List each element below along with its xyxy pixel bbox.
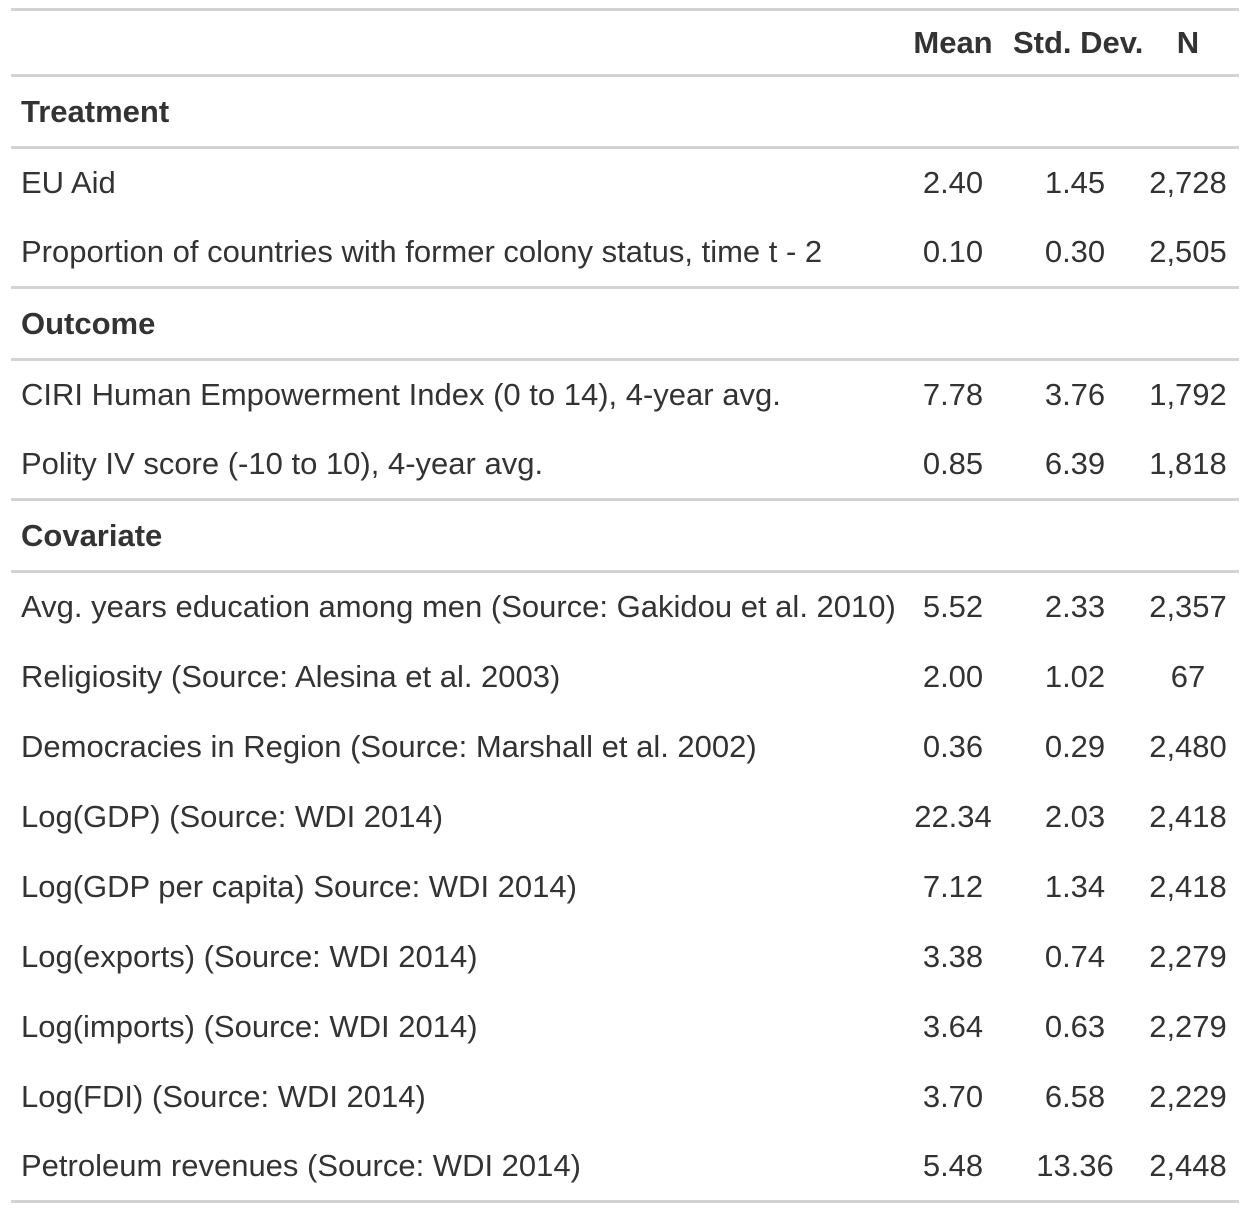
table-row: Polity IV score (-10 to 10), 4-year avg.… <box>11 430 1239 500</box>
row-label: Democracies in Region (Source: Marshall … <box>21 728 757 764</box>
row-mean: 5.48 <box>922 1147 984 1183</box>
row-std-dev: 2.03 <box>1044 798 1106 834</box>
row-n: 2,418 <box>1149 798 1227 834</box>
table-row: Log(FDI) (Source: WDI 2014) 3.70 6.58 2,… <box>11 1062 1239 1132</box>
header-n: N <box>1176 24 1200 60</box>
row-label: Petroleum revenues (Source: WDI 2014) <box>21 1147 581 1183</box>
row-label: Proportion of countries with former colo… <box>21 233 823 269</box>
group-row-treatment: Treatment <box>11 76 1239 148</box>
header-row: Mean Std. Dev. N <box>11 9 1239 76</box>
row-mean: 2.40 <box>922 165 984 201</box>
row-label: EU Aid <box>21 165 116 201</box>
row-std-dev: 6.58 <box>1044 1078 1106 1114</box>
row-mean: 3.38 <box>922 938 984 974</box>
row-mean: 7.12 <box>922 868 984 904</box>
row-n: 67 <box>1170 658 1206 694</box>
table-row: EU Aid 2.40 1.45 2,728 <box>11 148 1239 218</box>
row-n: 1,818 <box>1149 445 1227 481</box>
row-mean: 0.85 <box>922 445 984 481</box>
group-row-outcome: Outcome <box>11 288 1239 360</box>
row-label: Log(FDI) (Source: WDI 2014) <box>21 1078 426 1114</box>
group-title: Outcome <box>21 305 156 341</box>
row-label: Log(exports) (Source: WDI 2014) <box>21 938 478 974</box>
row-label: Log(GDP) (Source: WDI 2014) <box>21 798 444 834</box>
row-std-dev: 1.02 <box>1044 658 1106 694</box>
table-header: Mean Std. Dev. N <box>11 9 1239 76</box>
table-row: Log(GDP) (Source: WDI 2014) 22.34 2.03 2… <box>11 782 1239 852</box>
row-label: CIRI Human Empowerment Index (0 to 14), … <box>21 377 781 413</box>
row-mean: 22.34 <box>914 798 992 834</box>
table-row: Democracies in Region (Source: Marshall … <box>11 712 1239 782</box>
row-mean: 5.52 <box>922 589 984 625</box>
row-mean: 3.64 <box>922 1008 984 1044</box>
row-label: Religiosity (Source: Alesina et al. 2003… <box>21 658 561 694</box>
row-std-dev: 1.45 <box>1044 165 1106 201</box>
table-row: Log(exports) (Source: WDI 2014) 3.38 0.7… <box>11 922 1239 992</box>
group-title: Covariate <box>21 517 163 553</box>
header-std-dev: Std. Dev. <box>1013 24 1144 60</box>
row-std-dev: 3.76 <box>1044 377 1106 413</box>
row-std-dev: 13.36 <box>1036 1147 1114 1183</box>
table-row: Petroleum revenues (Source: WDI 2014) 5.… <box>11 1132 1239 1202</box>
row-label: Log(imports) (Source: WDI 2014) <box>21 1008 478 1044</box>
row-n: 2,448 <box>1149 1147 1227 1183</box>
row-std-dev: 0.74 <box>1044 938 1106 974</box>
row-n: 2,357 <box>1149 589 1227 625</box>
row-n: 2,505 <box>1149 233 1227 269</box>
row-n: 2,279 <box>1149 938 1227 974</box>
row-std-dev: 0.30 <box>1044 233 1106 269</box>
row-std-dev: 0.29 <box>1044 728 1106 764</box>
table-body: Treatment EU Aid 2.40 1.45 2,728 Proport… <box>11 76 1239 1202</box>
row-mean: 7.78 <box>922 377 984 413</box>
table-row: Log(imports) (Source: WDI 2014) 3.64 0.6… <box>11 992 1239 1062</box>
table-row: Avg. years education among men (Source: … <box>11 572 1239 642</box>
row-n: 2,728 <box>1149 165 1227 201</box>
row-std-dev: 1.34 <box>1044 868 1106 904</box>
row-mean: 3.70 <box>922 1078 984 1114</box>
row-label: Log(GDP per capita) Source: WDI 2014) <box>21 868 577 904</box>
row-std-dev: 6.39 <box>1044 445 1106 481</box>
row-std-dev: 2.33 <box>1044 589 1106 625</box>
group-row-covariate: Covariate <box>11 500 1239 572</box>
table-row: Log(GDP per capita) Source: WDI 2014) 7.… <box>11 852 1239 922</box>
table-row: Proportion of countries with former colo… <box>11 218 1239 288</box>
header-mean: Mean <box>913 24 993 60</box>
table-row: CIRI Human Empowerment Index (0 to 14), … <box>11 360 1239 430</box>
row-n: 2,229 <box>1149 1078 1227 1114</box>
row-mean: 0.10 <box>922 233 984 269</box>
header-label <box>11 10 893 76</box>
summary-statistics-table: Mean Std. Dev. N Treatment EU Aid 2.40 1… <box>11 8 1239 1203</box>
row-n: 1,792 <box>1149 377 1227 413</box>
row-label: Avg. years education among men (Source: … <box>21 589 896 625</box>
row-std-dev: 0.63 <box>1044 1008 1106 1044</box>
row-mean: 2.00 <box>922 658 984 694</box>
row-mean: 0.36 <box>922 728 984 764</box>
row-n: 2,418 <box>1149 868 1227 904</box>
row-n: 2,279 <box>1149 1008 1227 1044</box>
row-n: 2,480 <box>1149 728 1227 764</box>
row-label: Polity IV score (-10 to 10), 4-year avg. <box>21 445 544 481</box>
group-title: Treatment <box>21 93 170 129</box>
table-row: Religiosity (Source: Alesina et al. 2003… <box>11 642 1239 712</box>
